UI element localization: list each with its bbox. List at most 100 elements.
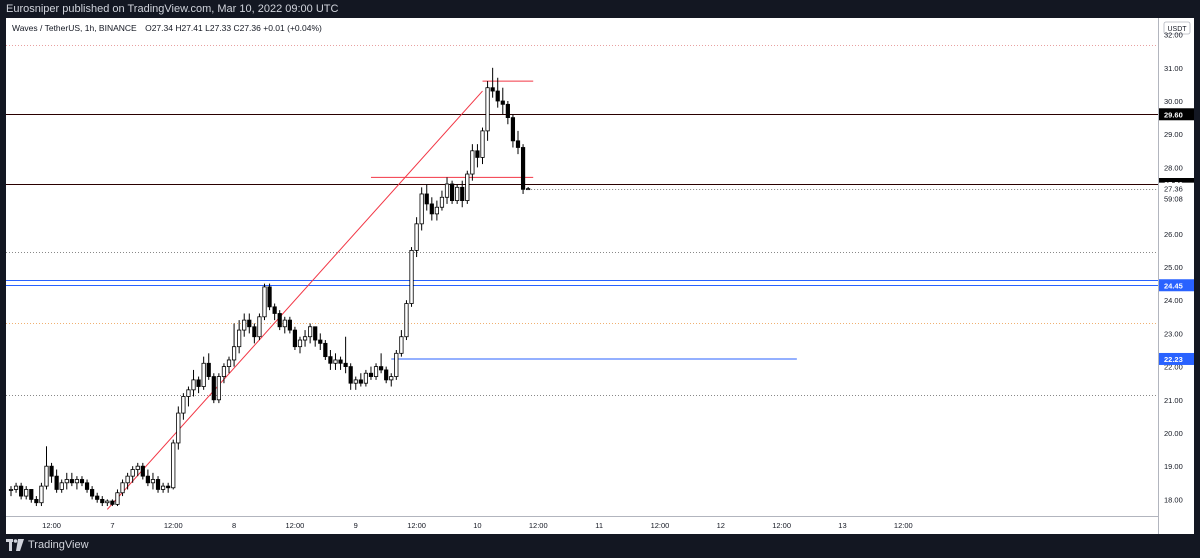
candle-body [24,489,29,497]
candle [8,486,14,497]
candle-body [515,140,521,148]
price-chart[interactable]: USDT32.0031.0030.0029.0028.0027.0026.002… [6,18,1194,534]
candle [353,376,358,390]
candle-body [211,376,216,401]
price-label-badge: 24.45 [1159,279,1194,292]
candle-body [145,475,150,484]
candle-body [419,193,424,225]
candle [470,144,475,181]
y-tick-label: 30.00 [1164,97,1183,106]
brand-name: TradingView [28,539,89,551]
candle [373,363,379,380]
candle-body [297,339,303,348]
candle [287,316,292,334]
candle [242,313,247,337]
price-label-badge: 22.23 [1159,352,1194,365]
candle-body [399,336,404,354]
candle [135,462,140,477]
candle-body [500,100,505,105]
candle-body [221,366,227,377]
chart-legend: Waves / TetherUS, 1h, BINANCE O27.34 H27… [12,23,322,33]
candle [247,313,252,334]
candle-body [257,316,262,338]
candle [110,499,115,507]
candle [277,310,282,331]
candle [363,369,369,387]
candle [480,127,485,165]
candle-body [282,319,287,328]
candle [399,330,404,357]
y-tick-label: 26.00 [1164,230,1183,239]
candle-body [150,479,156,484]
candle [171,439,176,490]
candle [95,492,100,503]
candle-body [191,379,196,391]
candle-body [353,379,358,384]
tradingview-logo[interactable]: TradingView [6,539,89,551]
candle-body [69,479,74,484]
candle-body [84,482,90,490]
candle-body [216,376,221,401]
candle-body [495,90,500,102]
candle [348,363,353,390]
candle [394,350,399,380]
candle [455,184,460,204]
candle-body [318,339,323,344]
candle [59,479,64,493]
candle [338,356,343,370]
price-label-text: 22.23 [1164,355,1183,364]
candle [69,472,74,487]
candle-body [74,479,80,484]
time-axis [6,516,1158,534]
candle-body [277,313,282,328]
candle-body [485,87,490,132]
candle [434,200,439,221]
candle-body [226,359,232,367]
candle [302,330,308,347]
candle [465,170,470,204]
y-tick-label: 25.00 [1164,263,1183,272]
candle [444,177,450,204]
candle [500,87,505,115]
candle [201,356,206,390]
candle-body [434,206,439,215]
price-label-bg [1159,279,1194,292]
candle [272,303,277,321]
candle-body [308,326,313,338]
y-tick-label: 22.00 [1164,363,1183,372]
x-tick-label: 12:00 [164,521,183,530]
candle [389,373,394,387]
candle [90,486,95,500]
candle-body [465,173,470,201]
y-tick-label: 18.00 [1164,495,1183,504]
candle-body [292,329,298,348]
candle [343,336,348,374]
candle-body [302,336,308,341]
candle-body [373,366,379,377]
candle-body [237,329,242,348]
candle-body [429,203,434,215]
candle [34,496,39,507]
candle-body [409,249,414,304]
x-tick-label: 12:00 [529,521,548,530]
y-tick-label: 24.00 [1164,296,1183,305]
candle [460,180,465,208]
candle [211,373,216,404]
candle [74,476,80,490]
candle-body [439,196,445,208]
candle-body [54,475,59,490]
candle [368,366,374,380]
y-tick-label: 28.00 [1164,163,1183,172]
candle-body [338,359,343,364]
candle-body [379,366,384,371]
candle [439,190,445,211]
candle [292,326,298,350]
candle [221,363,227,384]
publish-line: Eurosniper published on TradingView.com,… [6,3,339,15]
candle-body [490,87,495,92]
candle [206,353,211,380]
candle [181,393,186,420]
candle-body [90,489,95,497]
candle-body [29,489,34,500]
candle-body [79,479,85,484]
